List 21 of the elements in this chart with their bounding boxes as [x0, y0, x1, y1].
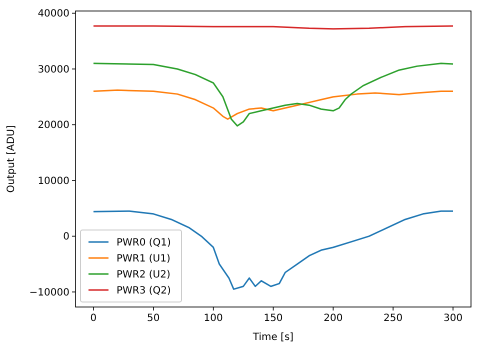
x-tick-label: 0 [90, 313, 97, 324]
y-axis-title: Output [ADU] [6, 125, 17, 193]
legend-label: PWR1 (U1) [116, 254, 170, 264]
x-tick-label: 200 [324, 313, 343, 324]
y-tick-label: 10000 [38, 176, 70, 187]
y-tick-label: 30000 [38, 64, 70, 76]
y-tick-label: 40000 [38, 8, 70, 20]
x-tick-label: 50 [147, 313, 160, 324]
x-tick-label: 100 [204, 313, 223, 324]
y-tick-label: 20000 [38, 120, 70, 132]
line-series [92, 89, 454, 120]
x-tick-label: 250 [384, 313, 403, 324]
legend-label: PWR3 (Q2) [116, 286, 172, 296]
x-tick-label: 150 [264, 313, 283, 324]
x-tick-label: 300 [443, 313, 463, 324]
x-axis-title: Time [s] [252, 332, 294, 343]
y-tick-label: 0 [63, 232, 70, 243]
y-tick-label: −10000 [29, 287, 70, 298]
legend-label: PWR2 (U2) [116, 270, 170, 280]
legend-label: PWR0 (Q1) [116, 238, 172, 248]
line-series [92, 62, 454, 127]
